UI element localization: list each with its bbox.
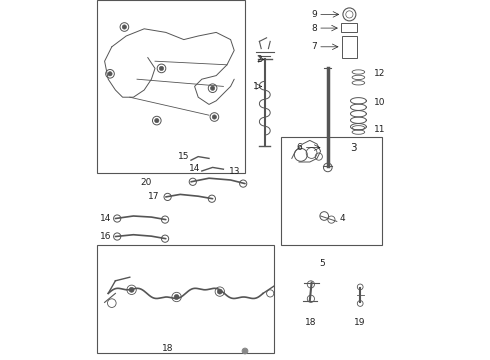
Text: 13: 13 bbox=[229, 167, 240, 176]
Text: 3: 3 bbox=[350, 143, 356, 153]
Text: 1: 1 bbox=[252, 82, 258, 91]
Text: 9: 9 bbox=[311, 10, 317, 19]
Text: 12: 12 bbox=[374, 69, 385, 78]
Circle shape bbox=[242, 348, 248, 354]
Text: 15: 15 bbox=[178, 152, 189, 161]
Circle shape bbox=[212, 115, 217, 119]
Text: 16: 16 bbox=[99, 232, 111, 241]
Bar bbox=[342, 36, 357, 58]
Circle shape bbox=[122, 25, 126, 29]
Text: 7: 7 bbox=[311, 42, 317, 51]
Circle shape bbox=[210, 86, 215, 90]
Circle shape bbox=[217, 289, 222, 294]
Text: 2: 2 bbox=[257, 55, 262, 64]
Circle shape bbox=[108, 72, 112, 76]
Circle shape bbox=[159, 66, 164, 71]
Bar bbox=[342, 23, 357, 32]
Text: 17: 17 bbox=[148, 192, 160, 202]
Text: 10: 10 bbox=[374, 98, 385, 107]
Text: 19: 19 bbox=[354, 318, 366, 327]
Text: 18: 18 bbox=[162, 344, 173, 353]
Circle shape bbox=[174, 294, 179, 300]
Text: 14: 14 bbox=[189, 164, 200, 173]
Bar bbox=[281, 137, 382, 245]
Text: 18: 18 bbox=[305, 318, 317, 327]
Text: 14: 14 bbox=[99, 214, 111, 223]
Text: 4: 4 bbox=[339, 214, 345, 223]
Bar bbox=[98, 0, 245, 173]
Circle shape bbox=[155, 118, 159, 123]
Text: 8: 8 bbox=[311, 24, 317, 33]
Text: 5: 5 bbox=[319, 259, 325, 268]
Circle shape bbox=[129, 287, 134, 292]
Bar bbox=[98, 245, 274, 353]
Text: 6: 6 bbox=[297, 143, 303, 152]
Text: 20: 20 bbox=[140, 178, 152, 187]
Text: 11: 11 bbox=[374, 125, 385, 134]
